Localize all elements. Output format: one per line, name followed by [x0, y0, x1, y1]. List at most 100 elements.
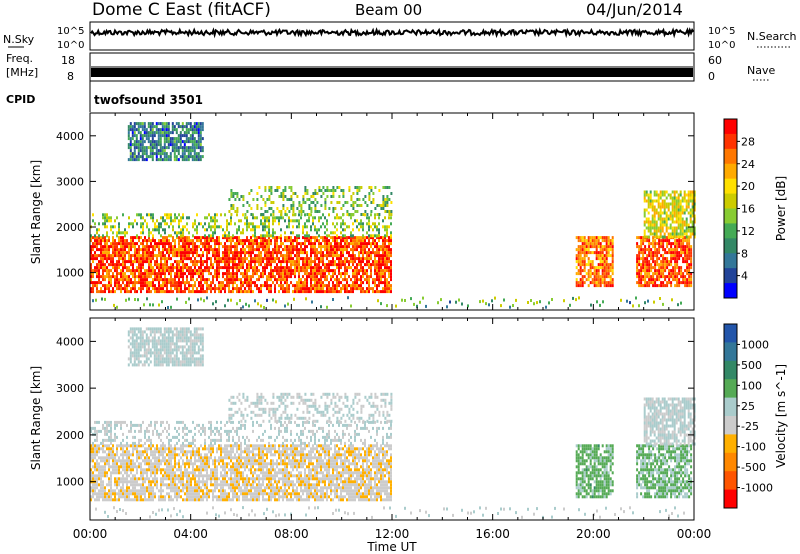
power-cell [657, 217, 660, 221]
power-cell [656, 275, 659, 279]
power-cell [597, 275, 600, 279]
power-cell [164, 239, 166, 243]
power-cell [671, 205, 674, 209]
power-cell [222, 266, 224, 270]
power-cell [354, 272, 356, 276]
power-cell [144, 257, 146, 261]
power-cell [194, 236, 196, 240]
power-cell [591, 281, 594, 285]
power-cell [690, 278, 693, 282]
power-cell [593, 269, 596, 273]
velocity-cell [102, 483, 104, 487]
power-cell [298, 266, 300, 270]
power-cell [286, 251, 288, 255]
velocity-cell [144, 492, 146, 496]
power-cell [685, 220, 688, 224]
power-cell [256, 269, 258, 273]
power-cell [129, 140, 132, 144]
velocity-cell [102, 459, 104, 463]
power-cell [185, 137, 188, 141]
velocity-cell [90, 450, 92, 454]
power-cell [100, 281, 102, 285]
power-cell [189, 140, 192, 144]
power-cell [593, 239, 596, 243]
power-cell [662, 272, 665, 276]
power-cell [166, 260, 168, 264]
power-cell [140, 281, 142, 285]
velocity-cell [138, 465, 140, 469]
power-cell [364, 257, 366, 261]
power-cell [690, 281, 693, 285]
power-cell [260, 275, 262, 279]
power-cell [90, 278, 92, 282]
power-cell [354, 266, 356, 270]
power-cell [132, 254, 134, 258]
power-cell [655, 223, 658, 227]
power-cell [173, 143, 176, 147]
power-cell [90, 275, 92, 279]
power-cell [647, 220, 650, 224]
power-cell [240, 266, 242, 270]
power-cell [114, 219, 116, 223]
power-cell [585, 278, 588, 282]
power-cell [142, 231, 144, 235]
power-cell [128, 248, 130, 252]
power-cell [90, 263, 92, 267]
power-ground-cell [677, 303, 679, 307]
power-cell [252, 222, 254, 226]
power-cell [597, 254, 600, 258]
power-cell [136, 269, 138, 273]
power-cell [374, 222, 376, 226]
power-cell [665, 226, 668, 230]
power-cell [129, 146, 132, 150]
power-cell [104, 222, 106, 226]
power-cell [603, 281, 606, 285]
power-ground-cell [404, 299, 406, 302]
velocity-cell [124, 453, 126, 457]
power-cell [662, 260, 665, 264]
power-cell [264, 263, 266, 267]
power-cell [304, 236, 306, 240]
power-cell [270, 257, 272, 261]
power-cell [224, 231, 226, 235]
power-cell [649, 199, 652, 203]
power-cell [199, 131, 202, 135]
velocity-cell [138, 483, 140, 487]
velocity-cell [116, 447, 118, 451]
power-cell [200, 287, 202, 291]
power-cell [609, 242, 612, 246]
power-cell [577, 257, 580, 261]
power-cell [282, 266, 284, 270]
power-cell [248, 254, 250, 258]
power-cell [340, 225, 342, 229]
power-cell [140, 225, 142, 229]
power-cell [192, 225, 194, 229]
power-cell [212, 254, 214, 258]
power-cell [138, 266, 140, 270]
power-cell [274, 284, 276, 288]
power-cell [135, 122, 138, 126]
power-cell [192, 290, 194, 294]
power-cell [318, 269, 320, 273]
power-cell [601, 239, 604, 243]
power-cell [368, 192, 371, 195]
power-cell [188, 236, 190, 240]
velocity-cell [126, 477, 128, 481]
power-cell [196, 278, 198, 282]
power-cell [133, 155, 136, 159]
power-cell [191, 149, 194, 153]
power-cell [192, 234, 194, 238]
power-cell [644, 260, 647, 264]
power-cell [683, 199, 686, 203]
power-cell [360, 269, 362, 273]
power-cell [244, 257, 246, 261]
power-cell [180, 275, 182, 279]
power-cell [603, 278, 606, 282]
power-cell [665, 205, 668, 209]
power-cell [234, 192, 237, 195]
power-cell [658, 263, 661, 267]
power-cell [170, 222, 172, 226]
power-cell [370, 242, 372, 246]
power-ground-cell [260, 304, 262, 308]
power-cell [106, 284, 108, 288]
